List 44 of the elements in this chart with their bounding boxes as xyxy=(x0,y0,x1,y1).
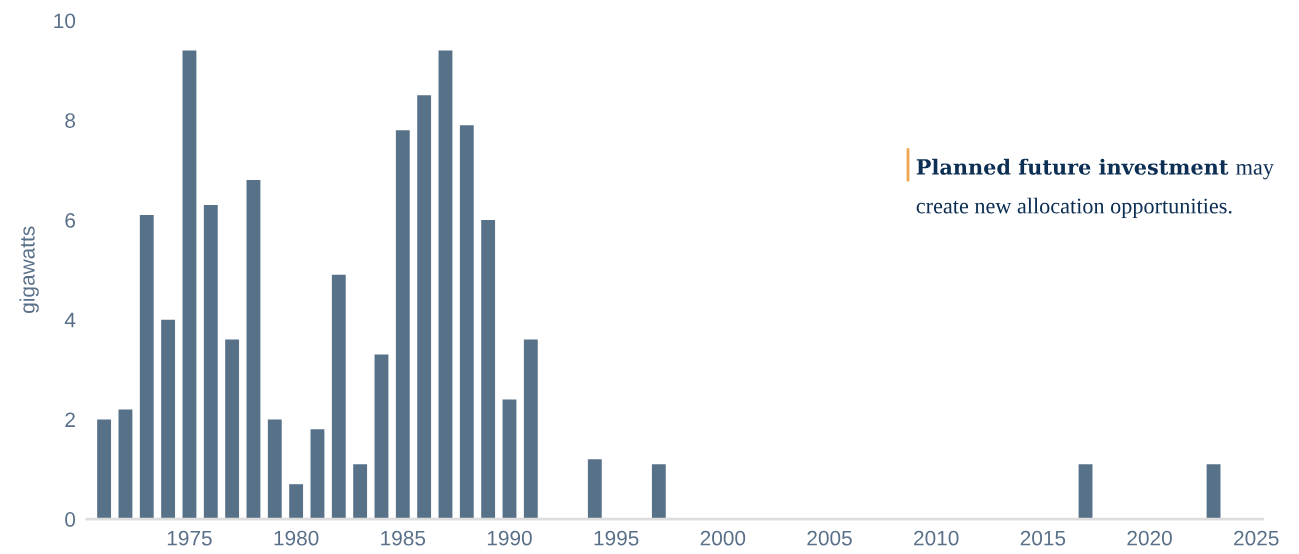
y-tick-label: 8 xyxy=(65,113,76,128)
bar xyxy=(139,214,154,520)
x-tick-label: 1995 xyxy=(594,530,639,546)
x-tick-label: 2005 xyxy=(807,530,852,546)
bar xyxy=(97,419,112,520)
bar xyxy=(502,399,517,520)
bar xyxy=(246,180,261,520)
bar xyxy=(289,484,304,520)
bar xyxy=(203,204,218,520)
bar xyxy=(587,459,602,520)
bar xyxy=(182,50,197,520)
x-tick-label: 2010 xyxy=(914,530,959,546)
x-tick-label: 1975 xyxy=(167,530,212,546)
x-tick-label: 1990 xyxy=(487,530,532,546)
y-tick-label: 10 xyxy=(54,13,76,29)
bar xyxy=(353,464,368,520)
bar xyxy=(1206,464,1221,520)
y-tick-label: 6 xyxy=(65,212,76,228)
bar xyxy=(225,339,240,520)
x-tick-label: 2025 xyxy=(1234,530,1279,546)
x-tick-label: 1980 xyxy=(274,530,319,546)
bar xyxy=(438,50,453,520)
bar xyxy=(161,319,176,520)
x-tick-label: 2015 xyxy=(1020,530,1066,546)
bar xyxy=(1078,464,1093,520)
bar xyxy=(459,125,474,520)
x-tick-label: 1985 xyxy=(381,530,426,546)
y-axis-title: gigawatts xyxy=(19,226,39,313)
y-tick-label: 2 xyxy=(65,412,75,427)
bar xyxy=(267,419,282,520)
y-tick-label: 0 xyxy=(65,512,76,527)
bar xyxy=(395,130,410,520)
x-tick-label: 2020 xyxy=(1127,530,1172,546)
bar xyxy=(651,464,666,520)
bar xyxy=(310,429,325,520)
bar xyxy=(481,219,496,520)
bar xyxy=(417,95,432,520)
annotation: Planned future investment xyxy=(916,158,1229,175)
x-tick-label: 2000 xyxy=(700,530,746,546)
bar xyxy=(374,354,389,520)
bar xyxy=(118,409,133,520)
y-tick-label: 4 xyxy=(64,312,76,328)
bar xyxy=(331,274,346,520)
bar xyxy=(523,339,538,520)
